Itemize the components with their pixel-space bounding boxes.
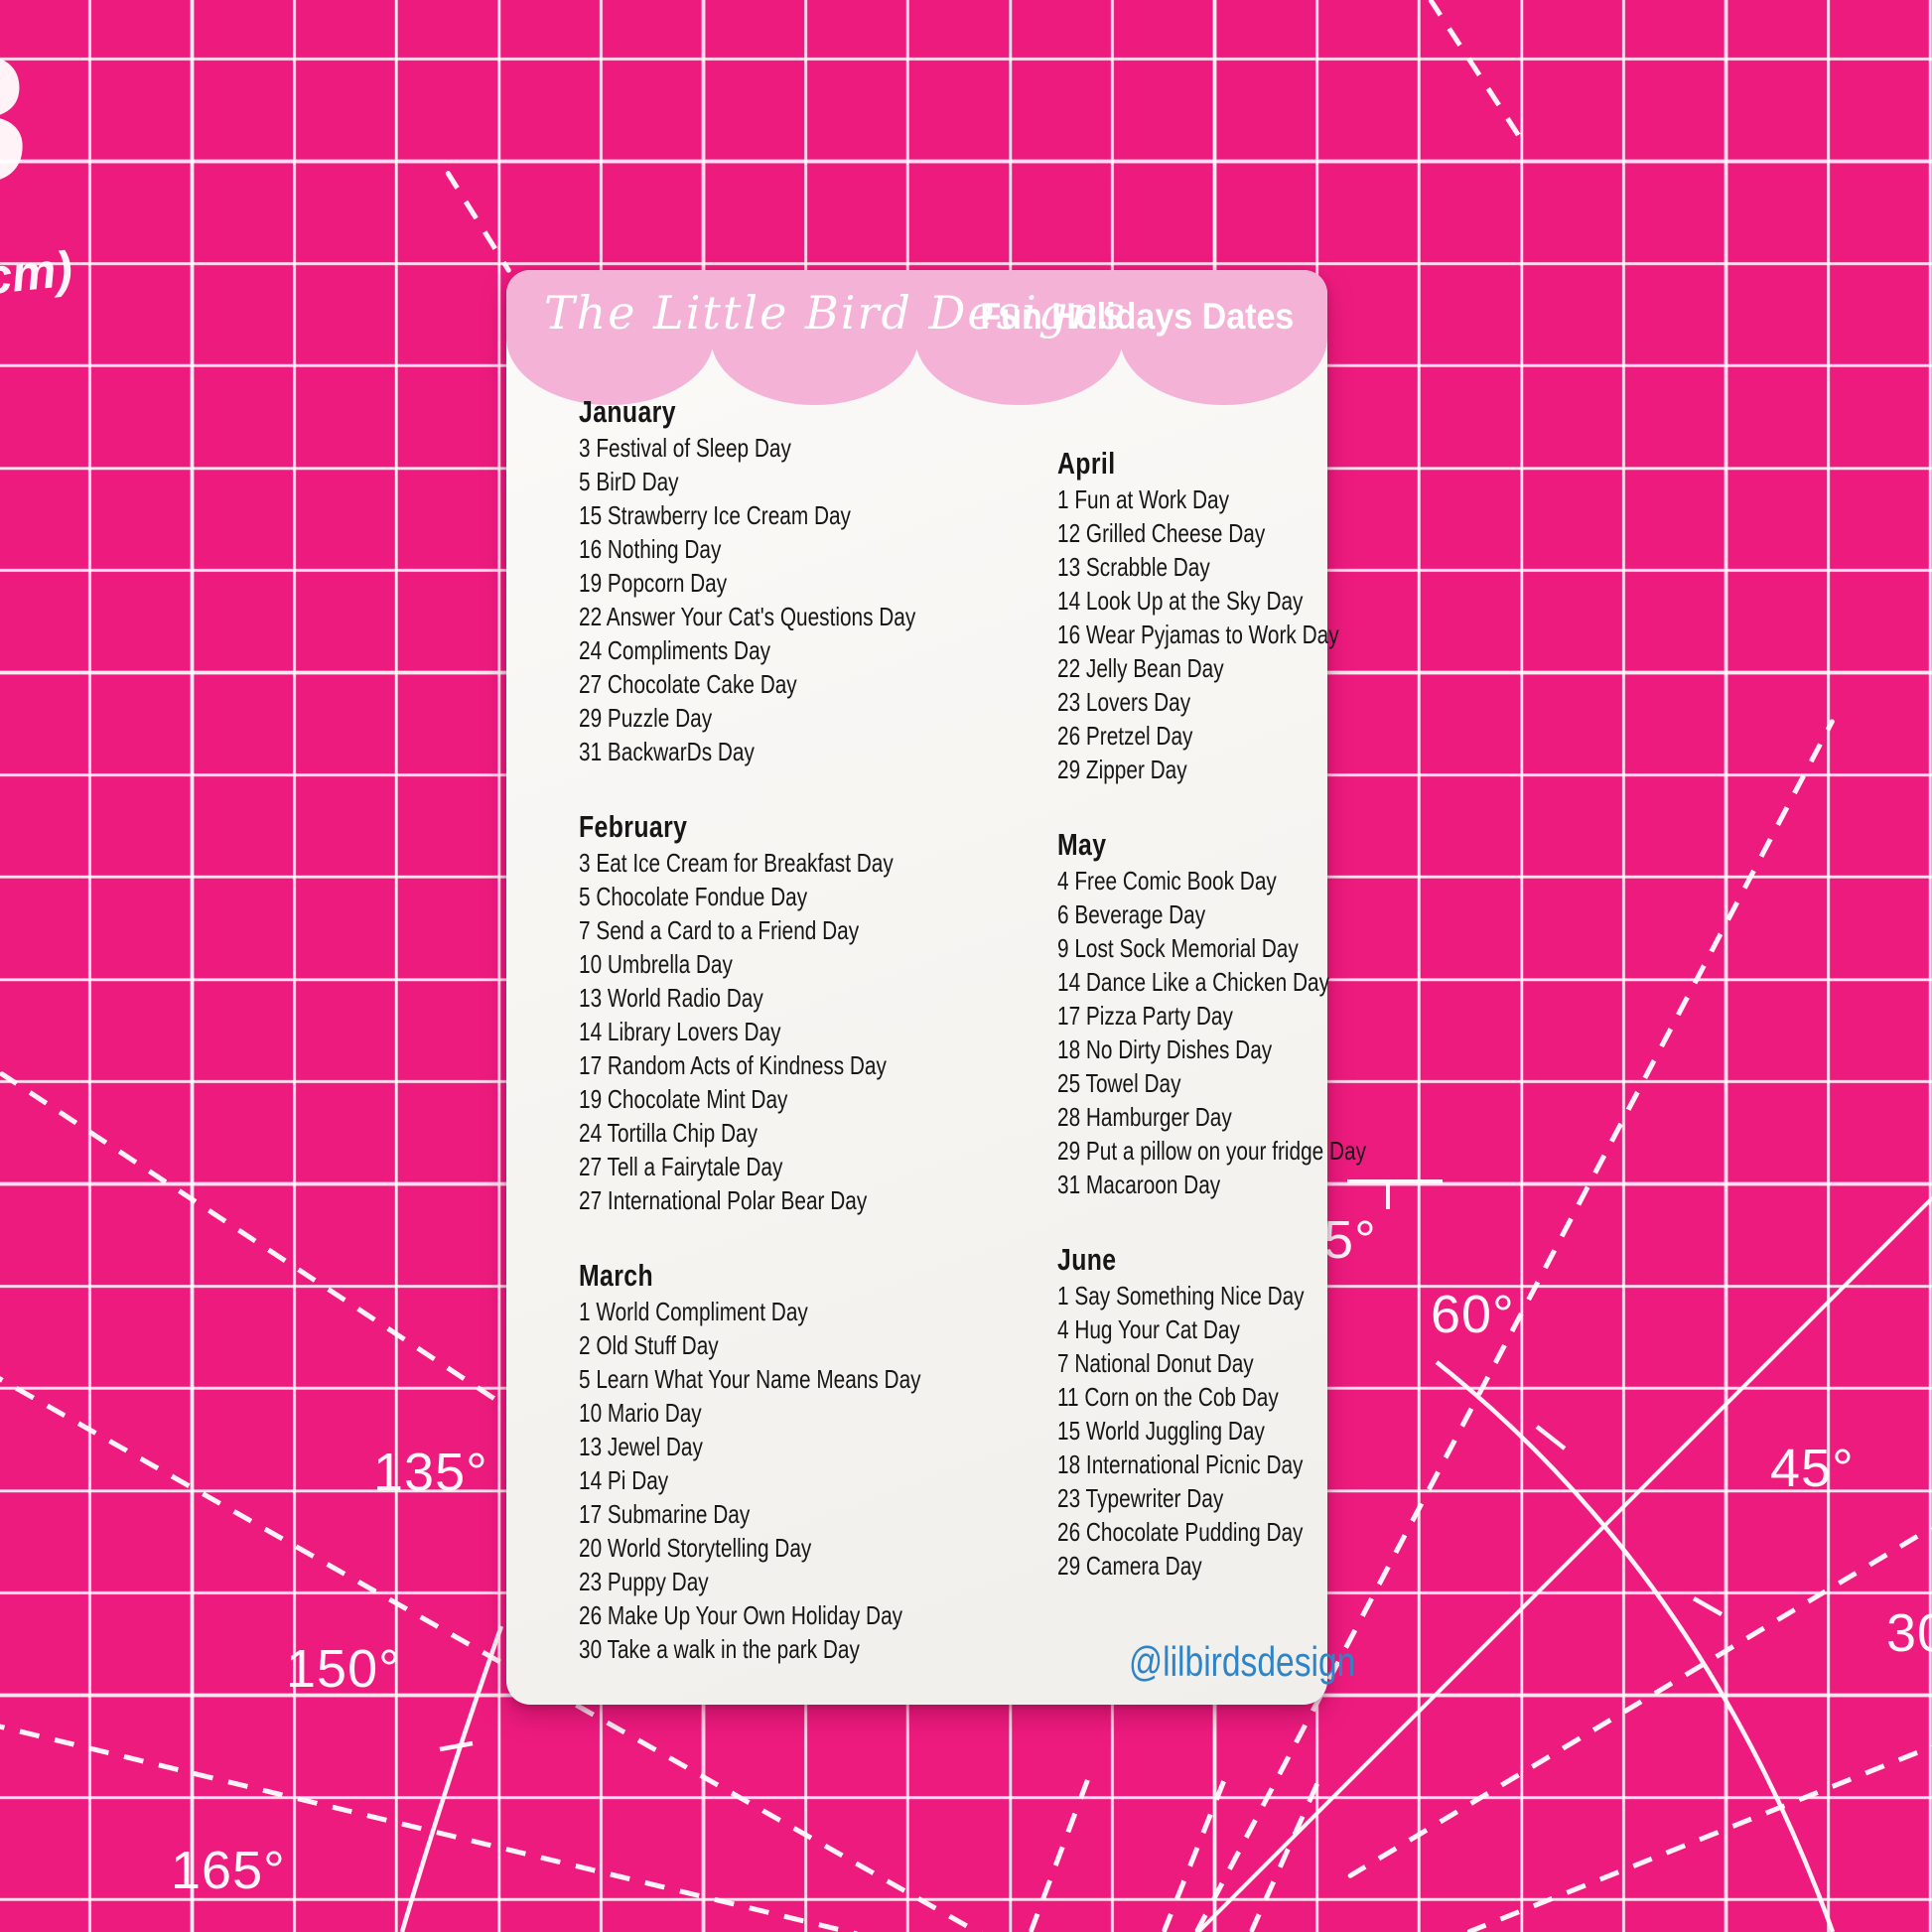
holiday-item: 10 Umbrella Day xyxy=(579,949,733,979)
holiday-item: 26 Make Up Your Own Holiday Day xyxy=(579,1600,903,1630)
months-column-left: January 3 Festival of Sleep Day 5 BirD Day… xyxy=(579,393,1024,1706)
holiday-item: 17 Submarine Day xyxy=(579,1499,751,1529)
holiday-item: 3 Eat Ice Cream for Breakfast Day xyxy=(579,848,894,878)
scallop-shape xyxy=(506,270,714,405)
holiday-item: 1 Say Something Nice Day xyxy=(1057,1281,1305,1311)
holiday-item: 27 Tell a Fairytale Day xyxy=(579,1152,783,1181)
holiday-item: 1 Fun at Work Day xyxy=(1057,484,1230,514)
holiday-item: 16 Nothing Day xyxy=(579,534,722,564)
month-block: April 1 Fun at Work Day 12 Grilled Cheese … xyxy=(1057,445,1502,786)
month-header: June xyxy=(1057,1242,1117,1277)
holiday-item: 22 Jelly Bean Day xyxy=(1057,653,1224,683)
angle-label: 150° xyxy=(286,1639,401,1699)
holiday-item: 12 Grilled Cheese Day xyxy=(1057,518,1266,548)
holiday-item: 24 Tortilla Chip Day xyxy=(579,1118,758,1148)
ruler-segment xyxy=(1347,1179,1443,1183)
holiday-item: 31 Macaroon Day xyxy=(1057,1170,1221,1199)
holiday-item: 27 International Polar Bear Day xyxy=(579,1185,868,1215)
card-title: Fun Holidays Dates xyxy=(980,296,1294,337)
holiday-item: 15 World Juggling Day xyxy=(1057,1416,1265,1446)
holiday-item: 7 Send a Card to a Friend Day xyxy=(579,915,860,945)
scallop-shape xyxy=(711,270,918,405)
holiday-item: 29 Put a pillow on your fridge Day xyxy=(1057,1136,1367,1166)
holiday-item: 14 Look Up at the Sky Day xyxy=(1057,586,1304,616)
holiday-item: 10 Mario Day xyxy=(579,1398,702,1428)
holiday-item: 5 BirD Day xyxy=(579,467,679,496)
holiday-item: 23 Puppy Day xyxy=(579,1567,709,1596)
holiday-item: 29 Camera Day xyxy=(1057,1551,1202,1581)
holiday-item: 28 Hamburger Day xyxy=(1057,1102,1232,1132)
holiday-item: 14 Pi Day xyxy=(579,1465,669,1495)
holiday-item: 4 Free Comic Book Day xyxy=(1057,866,1277,896)
holiday-item: 9 Lost Sock Memorial Day xyxy=(1057,933,1299,963)
holiday-item: 17 Random Acts of Kindness Day xyxy=(579,1050,887,1080)
angle-label: 135° xyxy=(373,1443,488,1502)
holiday-item: 30 Take a walk in the park Day xyxy=(579,1634,860,1664)
holiday-item: 27 Chocolate Cake Day xyxy=(579,669,797,699)
angle-label: 45° xyxy=(1770,1439,1855,1498)
holiday-item: 11 Corn on the Cob Day xyxy=(1057,1382,1279,1412)
holiday-item: 25 Towel Day xyxy=(1057,1068,1181,1098)
holiday-item: 13 Scrabble Day xyxy=(1057,552,1210,582)
angle-label: 165° xyxy=(171,1841,286,1900)
holiday-item: 14 Dance Like a Chicken Day xyxy=(1057,967,1330,997)
holiday-item: 4 Hug Your Cat Day xyxy=(1057,1314,1240,1344)
holiday-item: 3 Festival of Sleep Day xyxy=(579,433,791,463)
holiday-item: 2 Old Stuff Day xyxy=(579,1330,719,1360)
holiday-item: 16 Wear Pyjamas to Work Day xyxy=(1057,620,1339,649)
month-block: June 1 Say Something Nice Day 4 Hug Your C… xyxy=(1057,1241,1502,1583)
holiday-item: 26 Pretzel Day xyxy=(1057,721,1193,751)
holiday-item: 19 Popcorn Day xyxy=(579,568,728,598)
holiday-item: 7 National Donut Day xyxy=(1057,1348,1254,1378)
holiday-item: 17 Pizza Party Day xyxy=(1057,1001,1233,1031)
month-header: February xyxy=(579,809,688,844)
scallop-shape xyxy=(915,270,1123,405)
holiday-item: 29 Zipper Day xyxy=(1057,755,1187,784)
holiday-item: 22 Answer Your Cat's Questions Day xyxy=(579,602,916,631)
month-block: May 4 Free Comic Book Day 6 Beverage Day 9 … xyxy=(1057,826,1502,1201)
holiday-item: 13 World Radio Day xyxy=(579,983,763,1013)
brand-name: The Little Bird Designs xyxy=(544,286,1127,340)
month-header: January xyxy=(579,394,676,429)
holiday-item: 1 World Compliment Day xyxy=(579,1297,808,1326)
social-handle: @lilbirdsdesign xyxy=(1129,1638,1356,1685)
month-block: February 3 Eat Ice Cream for Breakfast Da… xyxy=(579,808,1024,1217)
holiday-item: 19 Chocolate Mint Day xyxy=(579,1084,788,1114)
months-column-right: April 1 Fun at Work Day 12 Grilled Cheese … xyxy=(1057,445,1502,1622)
month-block: March 1 World Compliment Day 2 Old Stuff D… xyxy=(579,1257,1024,1666)
month-header: March xyxy=(579,1258,654,1293)
ruler-tick xyxy=(1386,1183,1390,1209)
holiday-item: 20 World Storytelling Day xyxy=(579,1533,812,1563)
month-block: January 3 Festival of Sleep Day 5 BirD Day… xyxy=(579,393,1024,768)
holiday-item: 23 Typewriter Day xyxy=(1057,1483,1224,1513)
holiday-item: 23 Lovers Day xyxy=(1057,687,1191,717)
holiday-item: 29 Puzzle Day xyxy=(579,703,713,733)
month-header: April xyxy=(1057,446,1116,481)
holiday-dates-card: The Little Bird Designs Fun Holidays Dat… xyxy=(506,270,1366,1706)
holiday-item: 31 BackwarDs Day xyxy=(579,737,755,766)
holiday-item: 15 Strawberry Ice Cream Day xyxy=(579,500,851,530)
holiday-item: 26 Chocolate Pudding Day xyxy=(1057,1517,1304,1547)
holiday-item: 5 Learn What Your Name Means Day xyxy=(579,1364,921,1394)
holiday-item: 18 No Dirty Dishes Day xyxy=(1057,1035,1273,1064)
scallop-shape xyxy=(1120,270,1327,405)
holiday-item: 5 Chocolate Fondue Day xyxy=(579,882,808,911)
angle-label: 30° xyxy=(1886,1603,1932,1663)
holiday-item: 14 Library Lovers Day xyxy=(579,1017,781,1046)
holiday-item: 13 Jewel Day xyxy=(579,1432,703,1461)
angle-label: 60° xyxy=(1431,1285,1515,1344)
mat-size-numeral: 3 xyxy=(0,28,29,208)
holiday-item: 6 Beverage Day xyxy=(1057,899,1206,929)
month-header: May xyxy=(1057,827,1107,862)
holiday-item: 18 International Picnic Day xyxy=(1057,1449,1304,1479)
holiday-item: 24 Compliments Day xyxy=(579,635,771,665)
